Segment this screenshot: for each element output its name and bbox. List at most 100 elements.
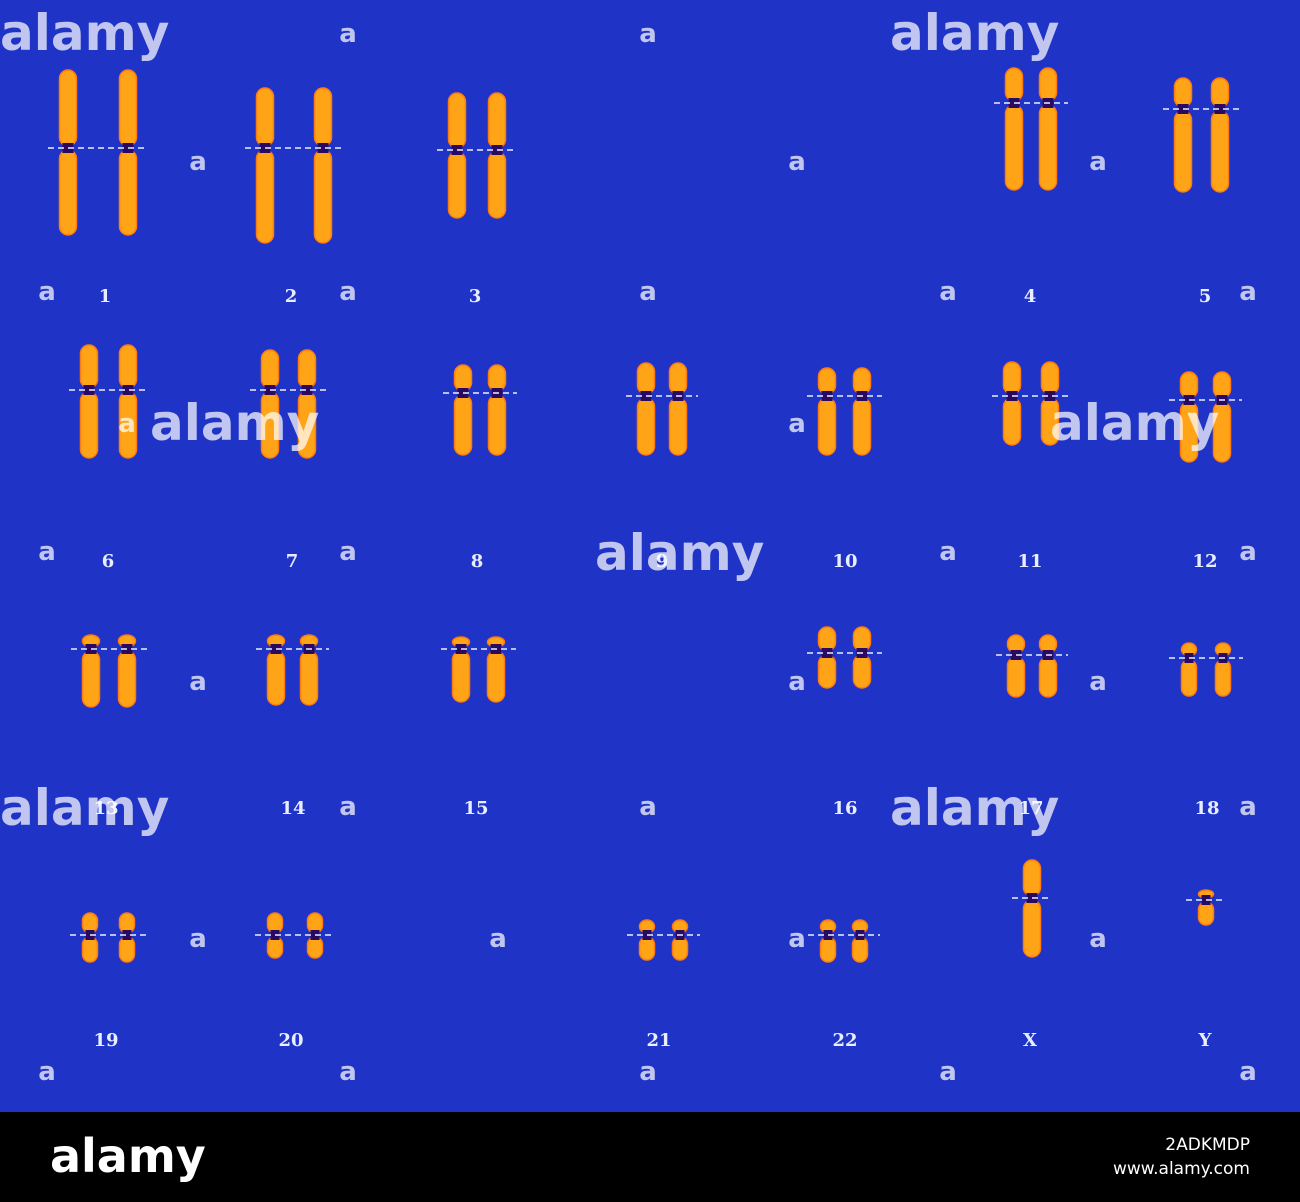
chromatid [668, 397, 688, 456]
chromosome-pair [1012, 859, 1052, 958]
chromatid [1022, 899, 1042, 958]
chromatid [453, 394, 473, 456]
chromosome-label: 6 [102, 551, 115, 572]
watermark-mark: a [189, 667, 207, 697]
watermark-mark: a [1239, 537, 1257, 567]
watermark-mark: a [788, 924, 806, 954]
footer-logo: alamy [50, 1129, 206, 1183]
chromosome-label: X [1023, 1030, 1037, 1051]
watermark-mark: a [1089, 147, 1107, 177]
chromosome-pair [807, 367, 882, 456]
chromatid [852, 397, 872, 456]
chromosome-pair [1163, 77, 1240, 193]
chromatid [81, 650, 101, 708]
watermark-mark: a [639, 792, 657, 822]
watermark-mark: a [939, 537, 957, 567]
watermark-mark: a [118, 409, 136, 439]
watermark-mark: a [639, 277, 657, 307]
chromatid [1038, 656, 1058, 698]
chromosome-label: 22 [832, 1030, 857, 1051]
chromatid [852, 367, 872, 395]
watermark-mark: a [339, 537, 357, 567]
chromosome-label: 13 [93, 798, 118, 819]
chromosome-label: 20 [278, 1030, 303, 1051]
chromatid [260, 349, 280, 389]
watermark-mark: a [1089, 924, 1107, 954]
chromosome-pair [626, 362, 698, 456]
chromatid [266, 936, 284, 959]
chromatid [817, 626, 837, 652]
chromatid [299, 650, 319, 706]
watermark-mark: a [939, 1057, 957, 1087]
chromatid [255, 149, 275, 244]
chromosome-label: 21 [646, 1030, 671, 1051]
chromatid [1040, 361, 1060, 395]
chromosome-label: 11 [1017, 551, 1042, 572]
centromere [1044, 391, 1056, 401]
chromosome-pair [71, 634, 147, 708]
chromosome-pair [256, 634, 329, 706]
chromatid [453, 364, 473, 392]
chromatid [817, 397, 837, 456]
chromosome-label: 18 [1194, 798, 1219, 819]
watermark-mark: a [1239, 277, 1257, 307]
chromosome-pair [807, 626, 882, 689]
chromosome-label: 1 [99, 286, 112, 307]
chromosome-label: 3 [469, 286, 482, 307]
centromere [122, 930, 132, 940]
chromatid [1002, 361, 1022, 395]
watermark-mark: a [788, 147, 806, 177]
chromatid [81, 936, 99, 963]
watermark-logo: alamy [0, 779, 169, 837]
chromatid [255, 87, 275, 147]
watermark-mark: a [1239, 792, 1257, 822]
chromatid [1210, 77, 1230, 108]
chromosome-pair [627, 919, 700, 961]
chromatid [852, 654, 872, 689]
watermark-mark: a [1239, 1057, 1257, 1087]
chromosome-label: 4 [1024, 286, 1037, 307]
chromosome-pair [255, 912, 335, 959]
chromosome-label: 9 [656, 551, 669, 572]
image-id: 2ADKMDP [1165, 1135, 1250, 1155]
chromatid [118, 69, 138, 147]
chromatid [487, 364, 507, 392]
chromatid [447, 92, 467, 149]
chromatid [297, 349, 317, 389]
chromosome-pair [808, 919, 880, 963]
chromatid [852, 626, 872, 652]
chromatid [451, 650, 471, 703]
chromosome-pair [437, 92, 517, 219]
chromatid [851, 936, 869, 963]
chromatid [1173, 77, 1193, 108]
chromosome-pair [250, 349, 327, 459]
chromatid [313, 149, 333, 244]
centromere [301, 385, 313, 395]
chromosome-pair [994, 67, 1068, 191]
chromatid [1022, 859, 1042, 897]
watermark-mark: a [339, 1057, 357, 1087]
centromere [122, 385, 134, 395]
chromosome-pair [70, 912, 147, 963]
chromosome-label: 16 [832, 798, 857, 819]
chromatid [306, 936, 324, 959]
chromatid [1038, 104, 1058, 191]
chromosome-label: 19 [93, 1030, 118, 1051]
chromatid [58, 69, 78, 147]
chromatid [487, 92, 507, 149]
watermark-mark: a [639, 1057, 657, 1087]
watermark-logo: alamy [0, 4, 169, 62]
chromatid [636, 397, 656, 456]
watermark-mark: a [639, 19, 657, 49]
watermark-mark: a [339, 277, 357, 307]
watermark-mark: a [38, 1057, 56, 1087]
chromatid [1197, 901, 1215, 926]
chromosome-pair [48, 69, 148, 236]
watermark-logo: alamy [1050, 394, 1219, 452]
chromosome-label: 10 [832, 551, 857, 572]
chromatid [487, 151, 507, 219]
chromatid [1004, 104, 1024, 191]
watermark-mark: a [189, 147, 207, 177]
chromatid [118, 149, 138, 236]
